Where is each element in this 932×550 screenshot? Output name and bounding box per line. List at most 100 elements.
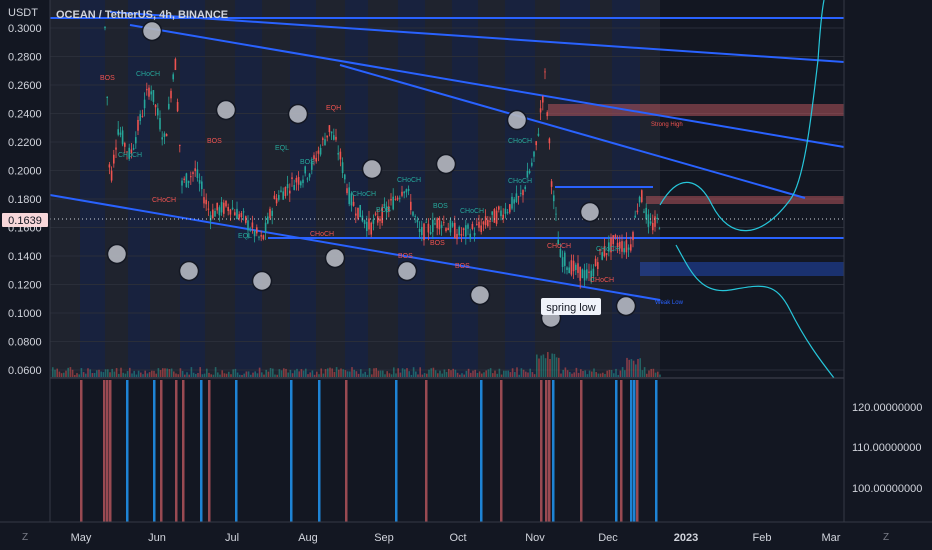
trendlines[interactable]	[49, 11, 845, 301]
volume-bar	[335, 367, 338, 377]
candle-body	[412, 211, 414, 216]
candle-body	[473, 232, 476, 236]
time-tick-label: Sep	[374, 532, 394, 544]
currency-label: USDT	[8, 7, 38, 19]
volume-bar	[298, 371, 300, 377]
candle-body	[520, 192, 522, 194]
volume-bar	[505, 370, 507, 377]
candle-body	[132, 148, 135, 150]
time-tick-label: Nov	[525, 532, 545, 544]
candle-body	[269, 208, 271, 219]
smc-label: CHoCH	[352, 191, 376, 198]
volume-bar	[514, 372, 516, 377]
candle-body	[223, 202, 225, 214]
right-scale-button[interactable]: Z	[883, 532, 889, 543]
right-scale-label: Z	[883, 532, 889, 543]
volume-bar	[96, 370, 98, 377]
candle-body	[608, 242, 610, 252]
price-tick-label: 0.1800	[8, 194, 42, 206]
candle-body	[566, 267, 568, 270]
candle-body	[564, 252, 566, 266]
smc-label: EQH	[326, 105, 341, 112]
candle-body	[245, 216, 247, 223]
candle-body	[478, 221, 480, 228]
candle-body	[539, 108, 542, 113]
candle-body	[256, 227, 258, 234]
volume-bar	[267, 371, 270, 377]
candle-body	[522, 190, 524, 196]
supply-zones	[548, 104, 844, 276]
candle-body	[260, 235, 262, 237]
volume-bar	[540, 355, 542, 377]
indicator-bar	[395, 380, 398, 522]
volume-bar	[175, 373, 177, 377]
candle-body	[273, 195, 276, 200]
volume-bar	[443, 369, 446, 377]
volume-bar	[162, 368, 164, 377]
candle-body	[242, 211, 245, 213]
volume-bar	[241, 374, 243, 377]
volume-bar	[360, 369, 362, 377]
candle-body	[379, 218, 381, 222]
candle-body	[196, 169, 199, 179]
candle-body	[592, 268, 595, 277]
candle-body	[627, 247, 630, 250]
candle-body	[139, 114, 141, 121]
candle-body	[238, 214, 240, 219]
volume-bar	[610, 369, 613, 377]
volume-bar	[100, 371, 102, 377]
candle-body	[388, 206, 390, 211]
volume-bar	[586, 374, 589, 377]
trendline-mid-channel	[129, 24, 845, 148]
volume-bar	[474, 369, 476, 377]
indicator-bar	[80, 380, 83, 522]
candle-body	[192, 172, 194, 175]
volume-bar	[107, 369, 109, 377]
time-axis-bg[interactable]	[0, 522, 932, 550]
volume-bar	[547, 352, 549, 377]
volume-bar	[197, 372, 199, 377]
supply-zone-top	[548, 104, 844, 116]
volume-bar	[313, 374, 316, 377]
volume-bar	[265, 369, 267, 377]
candle-body	[344, 174, 346, 180]
volume-bar	[639, 358, 641, 377]
volume-bar	[503, 370, 505, 377]
candle-body	[482, 221, 485, 225]
candle-body	[128, 147, 130, 159]
candle-body	[498, 206, 500, 210]
indicator-bar	[109, 380, 112, 522]
candle-body	[289, 190, 291, 194]
volume-bar	[188, 374, 190, 377]
candle-body	[548, 138, 551, 144]
candle-body	[227, 207, 229, 212]
left-axis-bg[interactable]	[0, 0, 50, 522]
candle-body	[201, 181, 203, 190]
candle-body	[319, 147, 322, 155]
candle-body	[500, 210, 502, 217]
price-axis-bg[interactable]	[844, 0, 932, 522]
candle-body	[152, 90, 155, 102]
volume-bar	[278, 369, 281, 377]
candle-body	[150, 91, 152, 95]
candle-body	[489, 220, 491, 222]
candle-body	[247, 220, 249, 231]
candle-body	[333, 135, 335, 140]
volume-bar	[624, 370, 626, 377]
volume-bar	[333, 371, 336, 377]
session-stripe	[316, 0, 345, 378]
volume-bar	[71, 369, 74, 377]
candle-body	[434, 223, 436, 225]
indicator-bar	[126, 380, 129, 522]
candle-body	[284, 187, 287, 196]
volume-bar	[536, 354, 538, 377]
smc-label: BOS	[376, 207, 391, 214]
candle-body	[302, 179, 304, 184]
left-scale-button[interactable]: Z	[22, 532, 28, 543]
candle-body	[264, 222, 267, 233]
volume-bar	[190, 367, 193, 377]
volume-bar	[157, 368, 160, 377]
volume-bar	[320, 368, 322, 377]
candle-body	[603, 246, 606, 257]
